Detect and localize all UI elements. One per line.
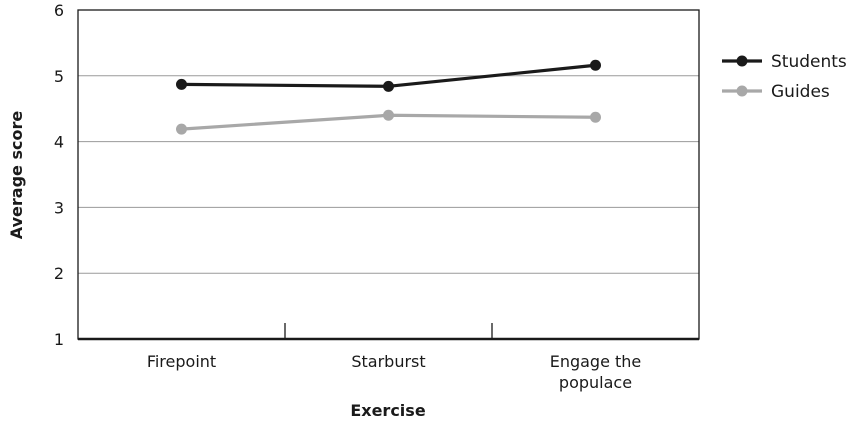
data-point-guides bbox=[383, 109, 394, 121]
grid-layer bbox=[78, 75, 699, 274]
plot-frame bbox=[77, 9, 700, 340]
data-point-guides bbox=[590, 111, 601, 123]
y-tick-label: 4 bbox=[54, 133, 64, 152]
y-axis-title: Average score bbox=[7, 111, 26, 240]
data-point-students bbox=[383, 80, 394, 92]
legend-label-students: Students bbox=[771, 52, 847, 72]
data-point-guides bbox=[176, 123, 187, 135]
legend: Students Guides bbox=[722, 52, 847, 102]
x-tick-label: Starburst bbox=[351, 352, 425, 371]
legend-label-guides: Guides bbox=[771, 82, 830, 102]
legend-marker-guides bbox=[736, 85, 748, 97]
x-tick-label: Engage the populace bbox=[550, 352, 642, 392]
axis-layer: 1 2 3 4 5 6 Firepoint Starburst Engage the popula… bbox=[54, 1, 699, 392]
series-layer bbox=[176, 59, 601, 135]
x-axis-title: Exercise bbox=[350, 401, 425, 420]
y-tick-label: 3 bbox=[54, 198, 64, 217]
x-tick-label: Firepoint bbox=[147, 352, 216, 371]
data-point-students bbox=[590, 59, 601, 71]
y-tick-label: 2 bbox=[54, 264, 64, 283]
y-tick-label: 6 bbox=[54, 1, 64, 20]
data-point-students bbox=[176, 78, 187, 90]
y-tick-label: 1 bbox=[54, 330, 64, 349]
legend-marker-students bbox=[736, 55, 748, 67]
y-tick-label: 5 bbox=[54, 67, 64, 86]
